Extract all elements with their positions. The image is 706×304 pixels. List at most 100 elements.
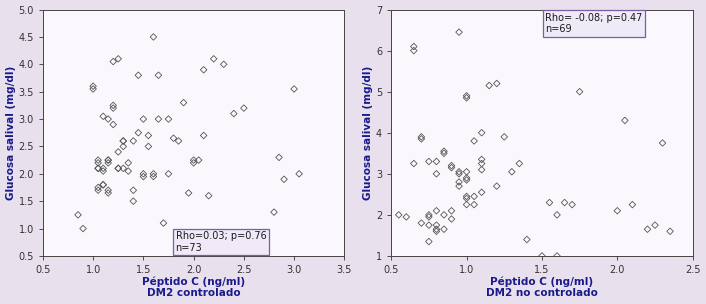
Point <box>657 140 668 145</box>
Point <box>73 212 84 217</box>
Point <box>278 177 289 182</box>
Point <box>476 167 487 172</box>
Point <box>423 212 434 217</box>
Point <box>138 117 149 122</box>
Point <box>78 226 89 231</box>
Point <box>118 166 129 171</box>
Y-axis label: Glucosa salival (mg/dl): Glucosa salival (mg/dl) <box>363 66 373 200</box>
Point <box>461 93 472 98</box>
Point <box>198 67 209 72</box>
Point <box>107 103 119 108</box>
Point <box>118 139 129 143</box>
Point <box>484 83 495 88</box>
Point <box>97 166 109 171</box>
Point <box>453 180 465 185</box>
Point <box>453 184 465 188</box>
Point <box>431 229 442 234</box>
Point <box>97 169 109 174</box>
Point <box>423 215 434 219</box>
Point <box>152 73 164 78</box>
Point <box>469 139 480 143</box>
Point <box>461 95 472 100</box>
Point <box>238 106 249 111</box>
Point <box>107 122 119 127</box>
Point <box>461 196 472 201</box>
Point <box>228 111 239 116</box>
Point <box>423 159 434 164</box>
Point <box>574 89 585 94</box>
Point <box>431 171 442 176</box>
Point <box>88 84 99 89</box>
Point <box>559 200 570 205</box>
Point <box>469 194 480 199</box>
Text: Rho= -0.08; p=0.47
n=69: Rho= -0.08; p=0.47 n=69 <box>545 13 642 34</box>
Point <box>163 117 174 122</box>
Y-axis label: Glucosa salival (mg/dl): Glucosa salival (mg/dl) <box>6 66 16 200</box>
Point <box>112 57 124 61</box>
Point <box>158 221 169 226</box>
Point <box>453 169 465 174</box>
Point <box>133 73 144 78</box>
Point <box>461 169 472 174</box>
Point <box>461 178 472 182</box>
Point <box>642 227 653 232</box>
Point <box>408 161 419 166</box>
Point <box>476 161 487 166</box>
Point <box>118 144 129 149</box>
Point <box>627 202 638 207</box>
Point <box>143 133 154 138</box>
Point <box>193 158 204 163</box>
Point <box>88 87 99 92</box>
Point <box>423 223 434 228</box>
Point <box>148 174 159 179</box>
Point <box>446 208 457 213</box>
Point <box>138 171 149 176</box>
Point <box>438 149 450 154</box>
Point <box>138 174 149 179</box>
Point <box>431 227 442 232</box>
Point <box>102 191 114 195</box>
Point <box>289 87 300 92</box>
Point <box>273 155 285 160</box>
Point <box>133 130 144 135</box>
Point <box>461 202 472 207</box>
Point <box>188 161 199 165</box>
Point <box>163 171 174 176</box>
Point <box>498 134 510 139</box>
X-axis label: Péptido C (ng/ml)
DM2 controlado: Péptido C (ng/ml) DM2 controlado <box>142 276 245 299</box>
Point <box>650 223 661 228</box>
Point <box>446 165 457 170</box>
Point <box>183 191 194 195</box>
Point <box>416 221 427 226</box>
Point <box>461 194 472 199</box>
Point <box>143 144 154 149</box>
Point <box>491 81 503 86</box>
Point <box>551 212 563 217</box>
Point <box>611 208 623 213</box>
Point <box>416 136 427 141</box>
Point <box>566 202 578 207</box>
Point <box>107 59 119 64</box>
Point <box>461 175 472 180</box>
Point <box>294 171 305 176</box>
X-axis label: Péptido C (ng/ml)
DM2 no controlado: Péptido C (ng/ml) DM2 no controlado <box>486 276 598 299</box>
Point <box>148 171 159 176</box>
Point <box>102 161 114 165</box>
Point <box>173 139 184 143</box>
Point <box>423 239 434 244</box>
Point <box>198 133 209 138</box>
Point <box>431 159 442 164</box>
Point <box>128 199 139 204</box>
Point <box>438 227 450 232</box>
Point <box>97 114 109 119</box>
Point <box>118 139 129 143</box>
Point <box>408 48 419 53</box>
Point <box>92 158 104 163</box>
Point <box>453 171 465 176</box>
Point <box>544 200 555 205</box>
Point <box>446 216 457 221</box>
Point <box>400 215 412 219</box>
Point <box>188 158 199 163</box>
Point <box>506 169 517 174</box>
Point <box>408 44 419 49</box>
